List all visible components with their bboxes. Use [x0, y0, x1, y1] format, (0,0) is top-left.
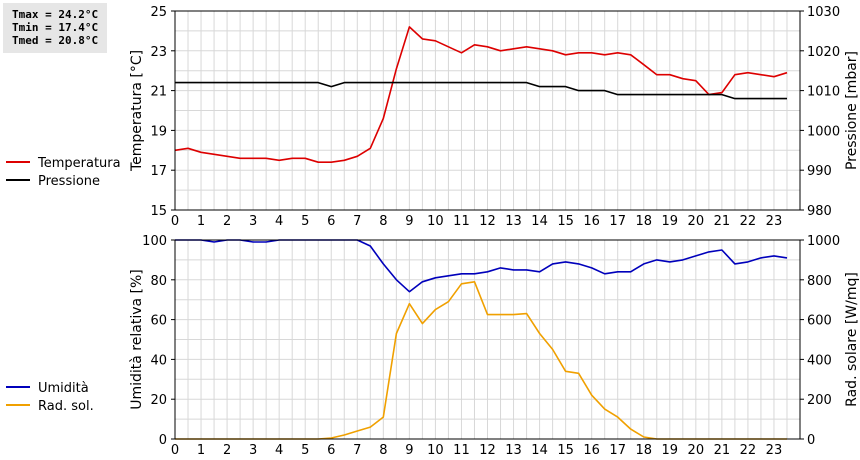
- plot-frame: [174, 10, 801, 211]
- y-tick-label: 0: [159, 433, 167, 448]
- x-tick-label: 4: [275, 214, 283, 229]
- x-tick-label: 11: [453, 443, 470, 458]
- x-tick-label: 16: [583, 443, 600, 458]
- x-tick-label: 14: [531, 443, 548, 458]
- x-tick-label: 7: [353, 214, 361, 229]
- y2-axis-title: Rad. solare [W/mq]: [844, 272, 860, 407]
- x-tick-label: 12: [479, 443, 496, 458]
- y-tick-label: 100: [142, 234, 167, 249]
- y2-tick-label: 0: [807, 433, 815, 448]
- y2-tick-label: 1030: [807, 5, 840, 20]
- x-tick-label: 22: [740, 214, 757, 229]
- tmed-text: Tmed = 20.8°C: [12, 34, 99, 47]
- legend-label: Umidità: [38, 381, 89, 396]
- y-axis-title: Temperatura [°C]: [129, 50, 145, 172]
- y-tick-label: 23: [150, 45, 167, 60]
- x-tick-label: 8: [379, 443, 387, 458]
- y2-tick-label: 600: [807, 314, 832, 329]
- x-tick-label: 22: [740, 443, 757, 458]
- y2-tick-label: 1000: [807, 234, 840, 249]
- x-tick-label: 12: [479, 214, 496, 229]
- x-tick-label: 13: [505, 443, 522, 458]
- y2-tick-label: 980: [807, 204, 832, 219]
- x-tick-label: 6: [327, 443, 335, 458]
- x-tick-label: 10: [427, 443, 444, 458]
- x-tick-label: 21: [714, 214, 731, 229]
- y-tick-label: 21: [150, 85, 167, 100]
- y2-tick-label: 1000: [807, 124, 840, 139]
- series-line-rad-sol-: [175, 280, 787, 440]
- tmax-text: Tmax = 24.2°C: [12, 8, 99, 21]
- x-tick-label: 1: [197, 214, 205, 229]
- y-tick-label: 17: [150, 164, 167, 179]
- x-tick-label: 18: [635, 443, 652, 458]
- x-tick-label: 1: [197, 443, 205, 458]
- y2-axis-title: Pressione [mbar]: [844, 51, 860, 170]
- x-tick-label: 17: [609, 214, 626, 229]
- x-tick-label: 10: [427, 214, 444, 229]
- x-tick-label: 3: [249, 443, 257, 458]
- chart-panel-1: 0 1 2 3 4 5 6 7 8 9 10 11 12 13 14 15 16 17 18 19 20 21 22 2315…: [6, 5, 860, 229]
- x-tick-label: 7: [353, 443, 361, 458]
- x-tick-label: 11: [453, 214, 470, 229]
- series-line-umidit-: [175, 239, 788, 293]
- x-tick-label: 17: [609, 443, 626, 458]
- y-tick-label: 40: [150, 353, 167, 368]
- y2-tick-label: 400: [807, 353, 832, 368]
- x-tick-label: 23: [766, 443, 783, 458]
- y-tick-label: 25: [150, 5, 167, 20]
- tmin-text: Tmin = 17.4°C: [12, 21, 99, 34]
- x-tick-label: 0: [171, 443, 179, 458]
- x-tick-label: 19: [662, 443, 679, 458]
- y-tick-label: 20: [150, 393, 167, 408]
- y2-tick-label: 1010: [807, 85, 840, 100]
- y-tick-label: 15: [150, 204, 167, 219]
- x-tick-label: 15: [557, 443, 574, 458]
- x-tick-label: 5: [301, 214, 309, 229]
- x-tick-label: 21: [714, 443, 731, 458]
- x-tick-label: 15: [557, 214, 574, 229]
- x-tick-label: 2: [223, 443, 231, 458]
- legend-label: Temperatura: [37, 156, 121, 171]
- series-line-temperatura: [174, 26, 788, 163]
- plot-frame: [174, 239, 801, 440]
- x-tick-label: 2: [223, 214, 231, 229]
- y2-tick-label: 1020: [807, 45, 840, 60]
- y2-tick-label: 990: [807, 164, 832, 179]
- x-tick-label: 6: [327, 214, 335, 229]
- y2-tick-label: 200: [807, 393, 832, 408]
- x-tick-label: 20: [688, 214, 705, 229]
- x-tick-label: 9: [405, 214, 413, 229]
- x-tick-label: 14: [531, 214, 548, 229]
- x-tick-label: 23: [766, 214, 783, 229]
- y-tick-label: 19: [150, 124, 167, 139]
- x-tick-label: 16: [583, 214, 600, 229]
- x-tick-label: 13: [505, 214, 522, 229]
- x-tick-label: 18: [635, 214, 652, 229]
- y-tick-label: 60: [150, 314, 167, 329]
- y-axis-title: Umidità relativa [%]: [129, 269, 145, 410]
- chart-panel-2: 0 1 2 3 4 5 6 7 8 9 10 11 12 13 14 15 16 17 18 19 20 21 22 2302…: [6, 234, 860, 458]
- legend-label: Rad. sol.: [38, 399, 94, 414]
- legend-label: Pressione: [38, 174, 100, 189]
- stats-box: Tmax = 24.2°C Tmin = 17.4°C Tmed = 20.8°…: [3, 3, 107, 53]
- x-tick-label: 19: [662, 214, 679, 229]
- x-tick-label: 3: [249, 214, 257, 229]
- x-tick-label: 4: [275, 443, 283, 458]
- series-line-pressione: [175, 81, 787, 100]
- y2-tick-label: 800: [807, 274, 832, 289]
- x-tick-label: 9: [405, 443, 413, 458]
- x-tick-label: 20: [688, 443, 705, 458]
- x-tick-label: 0: [171, 214, 179, 229]
- x-tick-label: 5: [301, 443, 309, 458]
- x-tick-label: 8: [379, 214, 387, 229]
- y-tick-label: 80: [150, 274, 167, 289]
